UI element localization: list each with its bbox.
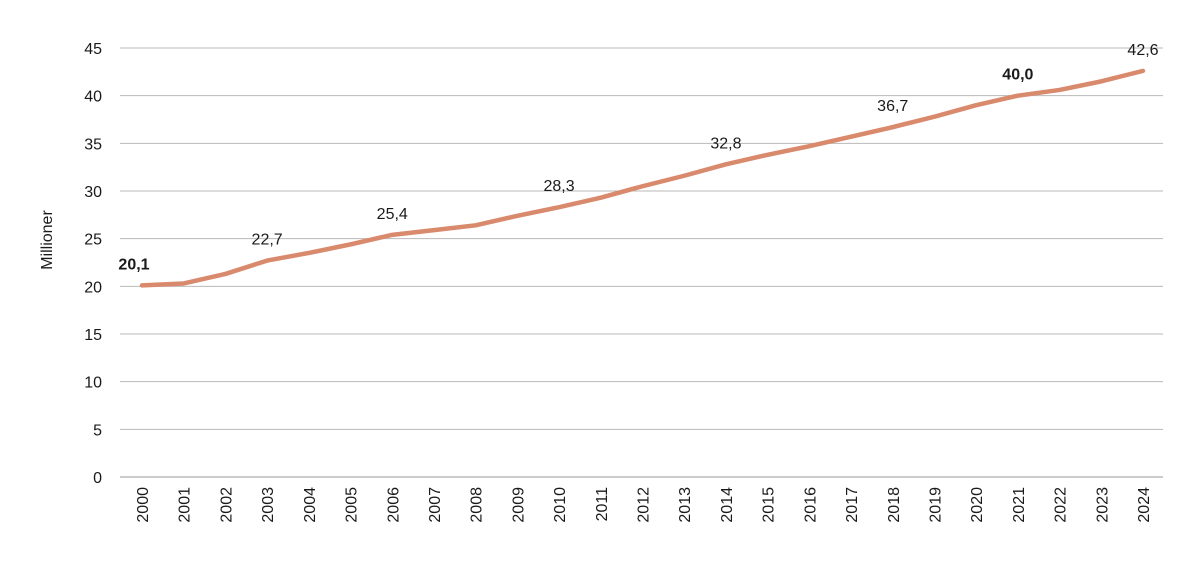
x-tick-label: 2023 xyxy=(1094,487,1111,523)
x-tick-label: 2014 xyxy=(719,487,736,523)
y-axis-ticks: 0 5 10 15 20 25 30 35 40 45 xyxy=(84,41,102,487)
x-tick-label: 2013 xyxy=(677,487,694,523)
data-label: 36,7 xyxy=(877,98,908,115)
x-tick-label: 2000 xyxy=(135,487,152,523)
x-tick-label: 2001 xyxy=(177,487,194,523)
x-tick-label: 2005 xyxy=(344,487,361,523)
x-tick-label: 2016 xyxy=(802,487,819,523)
x-tick-label: 2015 xyxy=(761,487,778,523)
data-label: 32,8 xyxy=(710,135,741,152)
x-tick-label: 2010 xyxy=(552,487,569,523)
y-tick-label: 20 xyxy=(84,279,102,296)
data-label: 25,4 xyxy=(377,206,408,223)
y-tick-label: 40 xyxy=(84,89,102,106)
x-tick-label: 2008 xyxy=(469,487,486,523)
data-label: 20,1 xyxy=(118,256,149,273)
x-tick-label: 2009 xyxy=(510,487,527,523)
x-tick-label: 2021 xyxy=(1011,487,1028,523)
data-labels: 20,1 22,7 25,4 28,3 32,8 36,7 40,0 42,6 xyxy=(118,42,1158,274)
data-label: 40,0 xyxy=(1002,67,1033,84)
x-tick-label: 2011 xyxy=(594,487,611,522)
x-tick-label: 2017 xyxy=(844,487,861,523)
x-tick-label: 2003 xyxy=(260,487,277,523)
y-axis-label: Millioner xyxy=(39,210,56,270)
gridlines xyxy=(120,47,1163,478)
x-tick-label: 2012 xyxy=(636,487,653,523)
y-tick-label: 5 xyxy=(93,422,102,439)
x-axis-ticks: 2000 2001 2002 2003 2004 2005 2006 2007 2008 2009… xyxy=(135,487,1153,523)
x-tick-label: 2019 xyxy=(927,487,944,523)
y-tick-label: 30 xyxy=(84,184,102,201)
y-tick-label: 15 xyxy=(84,327,102,344)
data-label: 42,6 xyxy=(1127,42,1158,59)
x-tick-label: 2004 xyxy=(302,487,319,523)
x-tick-label: 2018 xyxy=(886,487,903,523)
y-tick-label: 0 xyxy=(93,470,102,487)
y-tick-label: 10 xyxy=(84,375,102,392)
y-tick-label: 35 xyxy=(84,136,102,153)
y-tick-label: 25 xyxy=(84,232,102,249)
y-tick-label: 45 xyxy=(84,41,102,58)
x-tick-label: 2007 xyxy=(427,487,444,523)
x-tick-label: 2006 xyxy=(385,487,402,523)
series-line xyxy=(139,68,1146,288)
x-tick-label: 2020 xyxy=(969,487,986,523)
data-label: 28,3 xyxy=(544,178,575,195)
data-label: 22,7 xyxy=(252,232,283,249)
x-tick-label: 2002 xyxy=(218,487,235,523)
x-tick-label: 2022 xyxy=(1053,487,1070,523)
x-tick-label: 2024 xyxy=(1136,487,1153,523)
